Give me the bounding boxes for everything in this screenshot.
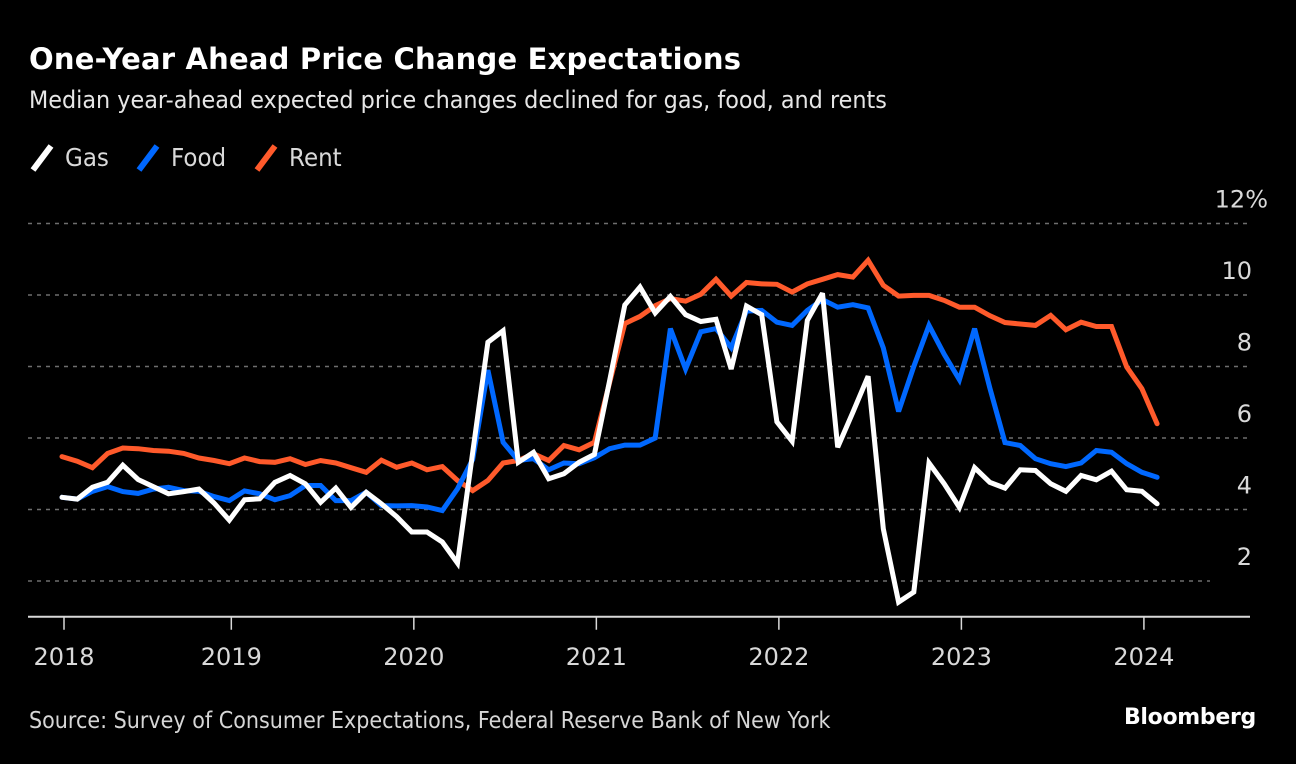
x-tick-label: 2024 (1113, 643, 1174, 671)
legend-item-gas: Gas (29, 140, 113, 174)
series-line-food (59, 296, 1160, 514)
legend-label-food: Food (170, 142, 226, 172)
y-tick-label: 6 (1237, 400, 1252, 428)
x-axis: 2018 2019 2020 2021 2022 2023 2024 (28, 615, 1250, 671)
chart-subtitle: Median year-ahead expected price changes… (29, 86, 887, 114)
x-tick-label: 2023 (931, 643, 992, 671)
y-tick-label: 12% (1215, 186, 1268, 214)
legend-swatch-rent-icon (254, 144, 278, 172)
source-note: Source: Survey of Consumer Expectations,… (29, 708, 831, 734)
bloomberg-logo: Bloomberg (1123, 705, 1256, 730)
gridlines (28, 222, 1250, 582)
chart-title: One-Year Ahead Price Change Expectations (29, 42, 742, 76)
legend-swatch-gas-icon (30, 144, 54, 172)
series-line-gas (59, 282, 1160, 607)
x-tick-label: 2021 (566, 643, 627, 671)
y-tick-label: 4 (1237, 472, 1252, 500)
x-tick-label: 2022 (748, 643, 809, 671)
series-lines (59, 256, 1160, 607)
legend-item-food: Food (135, 140, 231, 174)
y-tick-label: 10 (1221, 257, 1252, 285)
legend-swatch-food-icon (136, 144, 160, 172)
y-tick-label: 2 (1237, 543, 1252, 571)
legend: Gas Food Rent (29, 140, 368, 174)
x-tick-label: 2019 (201, 643, 262, 671)
y-tick-label: 8 (1237, 329, 1252, 357)
legend-item-rent: Rent (253, 140, 346, 174)
x-tick-label: 2020 (383, 643, 444, 671)
legend-label-gas: Gas (65, 142, 109, 172)
legend-label-rent: Rent (288, 142, 342, 172)
x-tick-label: 2018 (33, 643, 94, 671)
y-axis-labels: 2 4 6 8 10 12% (1215, 186, 1268, 572)
